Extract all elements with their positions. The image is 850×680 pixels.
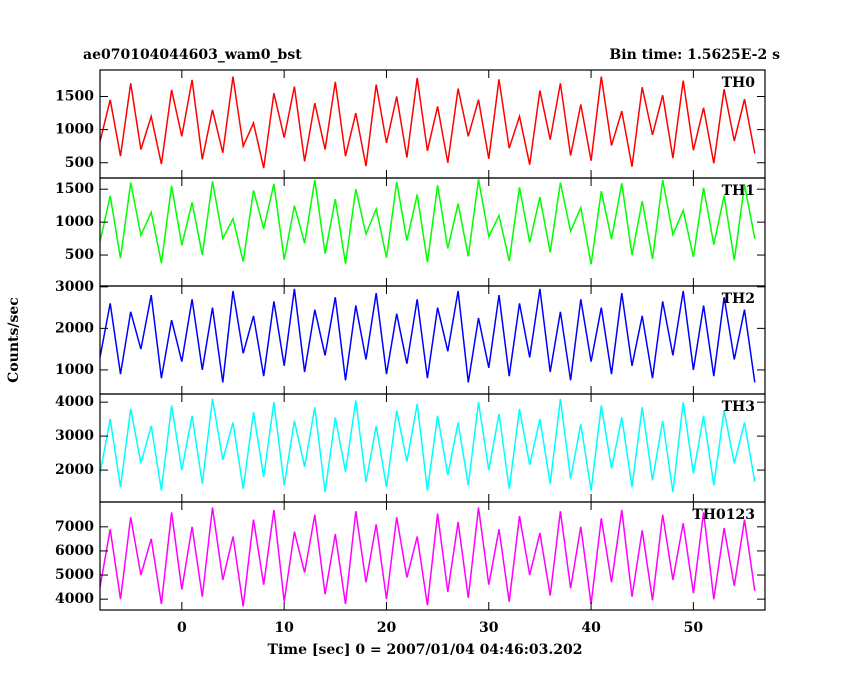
series-label: TH2 xyxy=(722,291,755,307)
x-tick-label: 0 xyxy=(177,620,187,636)
series-line xyxy=(100,507,756,607)
series-label: TH0 xyxy=(722,75,756,91)
y-tick-label: 4000 xyxy=(55,591,94,607)
y-tick-label: 500 xyxy=(65,155,94,171)
x-tick-label: 50 xyxy=(684,620,704,636)
y-tick-label: 6000 xyxy=(55,543,94,559)
chart-subtitle: Bin time: 1.5625E-2 s xyxy=(609,47,780,63)
y-tick-label: 2000 xyxy=(55,320,94,336)
x-axis-label: Time [sec] 0 = 2007/01/04 04:46:03.202 xyxy=(268,642,583,658)
series-line xyxy=(100,288,756,383)
panel-frame xyxy=(99,501,766,611)
series-label: TH1 xyxy=(722,183,755,199)
y-tick-label: 5000 xyxy=(55,567,94,583)
series-label: TH0123 xyxy=(692,507,755,523)
series-line xyxy=(100,398,756,493)
y-tick-label: 1000 xyxy=(55,214,94,230)
series-line xyxy=(100,76,756,169)
y-tick-label: 4000 xyxy=(55,394,94,410)
panel-frame xyxy=(99,69,766,179)
y-tick-label: 2000 xyxy=(55,462,94,478)
x-tick-label: 40 xyxy=(581,620,601,636)
x-tick-label: 30 xyxy=(479,620,499,636)
y-tick-label: 3000 xyxy=(55,428,94,444)
y-tick-label: 1500 xyxy=(55,181,94,197)
x-tick-label: 10 xyxy=(274,620,294,636)
series-label: TH3 xyxy=(722,399,755,415)
series-line xyxy=(100,179,756,265)
y-axis-label: Counts/sec xyxy=(6,297,22,383)
chart-title: ae070104044603_wam0_bst xyxy=(83,47,302,63)
y-tick-label: 1500 xyxy=(55,89,94,105)
y-tick-label: 1000 xyxy=(55,122,94,138)
x-tick-label: 20 xyxy=(377,620,397,636)
y-tick-label: 1000 xyxy=(55,362,94,378)
y-tick-label: 3000 xyxy=(55,279,94,295)
y-tick-label: 500 xyxy=(65,247,94,263)
y-tick-label: 7000 xyxy=(55,519,94,535)
